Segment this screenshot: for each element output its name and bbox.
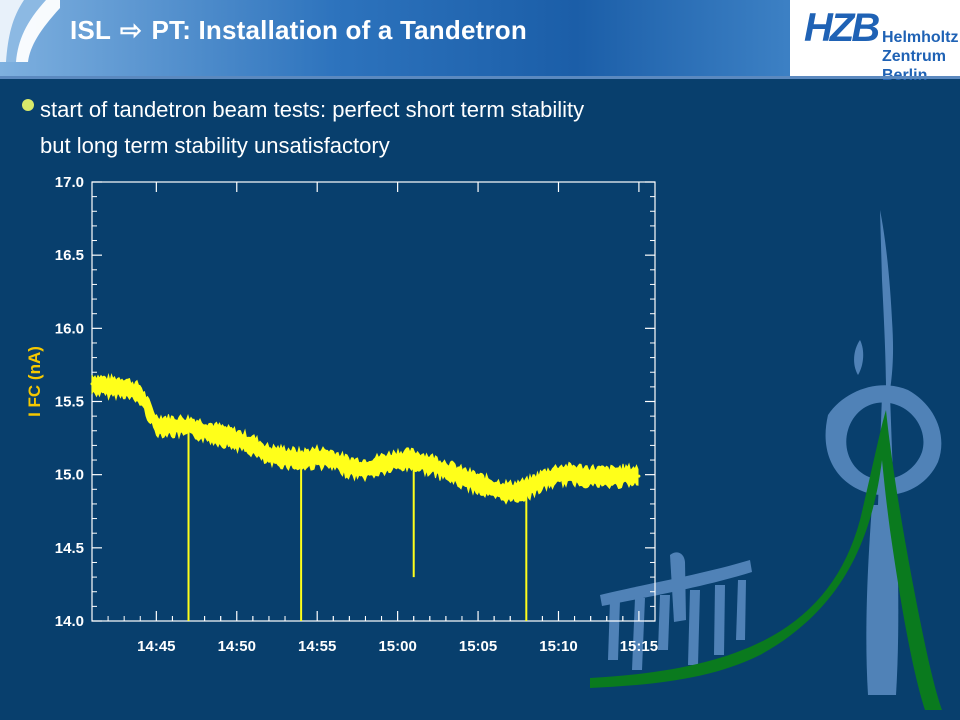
logo-sub-text: Helmholtz Zentrum Berlin xyxy=(882,28,960,85)
beam-current-data-point xyxy=(267,454,271,458)
beam-current-data-point xyxy=(364,467,367,471)
beam-current-data-point xyxy=(637,474,641,478)
beam-current-data-point xyxy=(315,455,319,459)
y-tick-label: 16.0 xyxy=(55,320,84,337)
bullet-dot-icon xyxy=(22,99,34,111)
bullet-line-1: start of tandetron beam tests: perfect s… xyxy=(40,97,585,122)
logo-main-text: HZB xyxy=(804,6,880,50)
beam-current-data-point xyxy=(251,443,255,447)
beam-current-noise-band xyxy=(91,372,639,505)
berlin-skyline-decoration xyxy=(590,210,942,710)
title-left-text: ISL xyxy=(70,15,111,45)
beam-current-data-point xyxy=(605,476,609,480)
logo-sub-line2: Zentrum Berlin xyxy=(882,48,946,84)
beam-current-data-point xyxy=(331,458,335,462)
beam-current-data-point xyxy=(106,385,110,389)
x-tick-label: 15:00 xyxy=(378,638,416,655)
beam-current-data-point xyxy=(396,458,400,462)
corner-swoosh-graphic xyxy=(0,0,60,62)
beam-current-data-point xyxy=(122,385,126,389)
beam-current-data-point xyxy=(573,473,577,477)
beam-current-data-point xyxy=(428,462,432,466)
beam-current-data-point xyxy=(621,474,625,478)
x-tick-label: 15:15 xyxy=(620,638,658,655)
beam-current-data-point xyxy=(380,462,383,466)
beam-current-chart: 14.0 14.5 15.0 15.5 16.0 16.5 17.0 14:45 14:50 14… xyxy=(25,174,658,655)
beam-current-data-point xyxy=(589,474,593,478)
y-tick-label: 17.0 xyxy=(55,174,84,191)
bullet-text: start of tandetron beam tests: perfect s… xyxy=(40,92,800,164)
beam-current-data-point xyxy=(492,487,496,491)
beam-current-data-point xyxy=(347,465,351,469)
beam-current-data-point xyxy=(90,382,94,386)
beam-current-data-point xyxy=(444,468,448,472)
y-tick-label: 15.5 xyxy=(55,394,84,411)
x-tick-label: 14:55 xyxy=(298,638,336,655)
beam-current-data-point xyxy=(235,438,239,441)
x-tick-label: 15:10 xyxy=(539,638,577,655)
logo-sub-line1: Helmholtz xyxy=(882,29,959,46)
y-axis-label: I FC (nA) xyxy=(25,346,44,417)
y-tick-label: 14.0 xyxy=(55,613,84,630)
title-right-text: PT: Installation of a Tandetron xyxy=(151,15,527,45)
header-divider xyxy=(0,76,960,79)
beam-current-data-point xyxy=(283,455,287,459)
x-tick-label: 14:45 xyxy=(137,638,175,655)
beam-current-data-point xyxy=(170,424,174,428)
beam-current-data-point xyxy=(508,490,512,494)
beam-current-data-point xyxy=(557,473,560,477)
header-bar: ISL ⇨ PT: Installation of a Tandetron HZ… xyxy=(0,0,960,84)
beam-current-data-point xyxy=(154,423,158,427)
bullet-line-2: but long term stability unsatisfactory xyxy=(40,133,390,158)
y-tick-label: 14.5 xyxy=(55,540,84,557)
x-tick-label: 15:05 xyxy=(459,638,497,655)
beam-current-data-point xyxy=(476,481,480,485)
y-tick-label: 15.0 xyxy=(55,467,84,484)
beam-current-data-point xyxy=(203,429,207,433)
x-tick-label: 14:50 xyxy=(218,638,256,655)
arrow-right-icon: ⇨ xyxy=(120,15,143,45)
beam-current-data-point xyxy=(219,433,223,437)
plot-frame xyxy=(91,181,656,622)
y-tick-label: 16.5 xyxy=(55,247,84,264)
beam-current-data-point xyxy=(460,476,464,480)
slide-title: ISL ⇨ PT: Installation of a Tandetron xyxy=(70,15,527,46)
beam-current-data-point xyxy=(138,392,142,396)
beam-current-data-point xyxy=(540,479,544,482)
hzb-logo: HZB Helmholtz Zentrum Berlin xyxy=(790,0,960,84)
